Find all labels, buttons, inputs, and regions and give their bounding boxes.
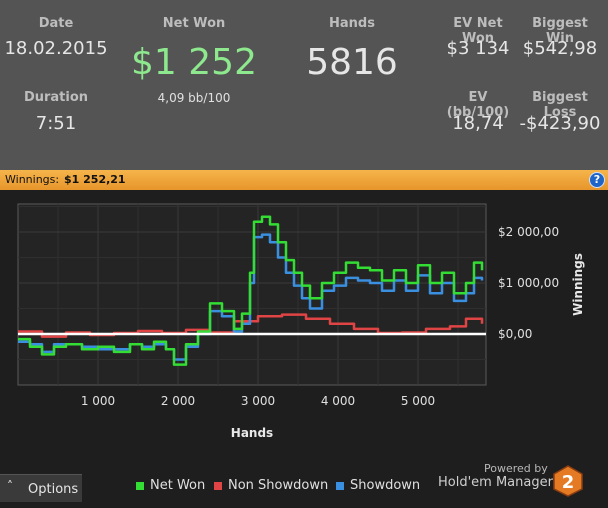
y-tick-label: $0,00 bbox=[498, 327, 532, 341]
options-button[interactable]: ˄ Options bbox=[0, 474, 82, 502]
y-tick-label: $1 000,00 bbox=[498, 276, 559, 290]
stats-panel: Date 18.02.2015 Net Won $1 252 4,09 bb/1… bbox=[0, 0, 608, 170]
winnings-chart[interactable]: 1 000 2 000 3 000 4 000 5 000 $0,00 $1 000,00 $… bbox=[0, 190, 608, 450]
hands-value: 5816 bbox=[306, 42, 398, 83]
x-tick-label: 1 000 bbox=[81, 394, 115, 408]
net-won-label: Net Won bbox=[162, 16, 226, 31]
biggest-loss-label: Biggest Loss bbox=[532, 90, 588, 120]
legend-swatch-non-showdown bbox=[214, 482, 222, 490]
ev-net-won-value: $3 134 bbox=[446, 38, 510, 59]
plot-frame bbox=[17, 203, 487, 386]
logo-text: 2 bbox=[562, 472, 575, 493]
winnings-banner: Winnings: $1 252,21 ? bbox=[0, 170, 608, 190]
x-tick-label: 4 000 bbox=[321, 394, 355, 408]
help-icon[interactable]: ? bbox=[589, 172, 605, 188]
powered-by-label: Powered by bbox=[484, 462, 548, 475]
chevron-up-icon: ˄ bbox=[7, 479, 13, 493]
ev-bb100-label: EV (bb/100) bbox=[446, 90, 510, 120]
net-won-bb100: 4,09 bb/100 bbox=[157, 91, 231, 105]
x-axis-label: Hands bbox=[231, 426, 273, 440]
y-axis-label: Winnings bbox=[571, 253, 585, 316]
legend-swatch-net-won bbox=[136, 482, 144, 490]
brand-name: Hold'em Manager bbox=[438, 475, 553, 490]
y-tick-label: $2 000,00 bbox=[498, 225, 559, 239]
options-label: Options bbox=[28, 482, 79, 497]
winnings-value: $1 252,21 bbox=[64, 173, 126, 186]
legend-showdown[interactable]: Showdown bbox=[350, 478, 421, 493]
x-tick-label: 2 000 bbox=[161, 394, 195, 408]
holdem-manager-logo-icon: 2 bbox=[553, 465, 583, 497]
biggest-loss-value: -$423,90 bbox=[519, 113, 601, 134]
hands-label: Hands bbox=[329, 16, 375, 31]
x-tick-label: 5 000 bbox=[401, 394, 435, 408]
date-value: 18.02.2015 bbox=[4, 38, 108, 59]
net-won-value: $1 252 bbox=[131, 42, 257, 83]
date-label: Date bbox=[38, 16, 74, 31]
ev-bb100-value: 18,74 bbox=[452, 113, 504, 134]
duration-label: Duration bbox=[23, 90, 89, 105]
series-line-net-won bbox=[18, 215, 484, 366]
winnings-label: Winnings: bbox=[5, 173, 60, 186]
ev-net-won-label: EV Net Won bbox=[453, 16, 503, 46]
legend-non-showdown[interactable]: Non Showdown bbox=[228, 478, 329, 493]
biggest-win-value: $542,98 bbox=[522, 38, 598, 59]
x-tick-label: 3 000 bbox=[241, 394, 275, 408]
legend-swatch-showdown bbox=[336, 482, 344, 490]
legend-net-won[interactable]: Net Won bbox=[150, 478, 206, 493]
duration-value: 7:51 bbox=[35, 113, 77, 134]
biggest-win-label: Biggest Win bbox=[532, 16, 588, 46]
winnings-chart-area: 1 000 2 000 3 000 4 000 5 000 $0,00 $1 000,00 $… bbox=[0, 190, 608, 450]
